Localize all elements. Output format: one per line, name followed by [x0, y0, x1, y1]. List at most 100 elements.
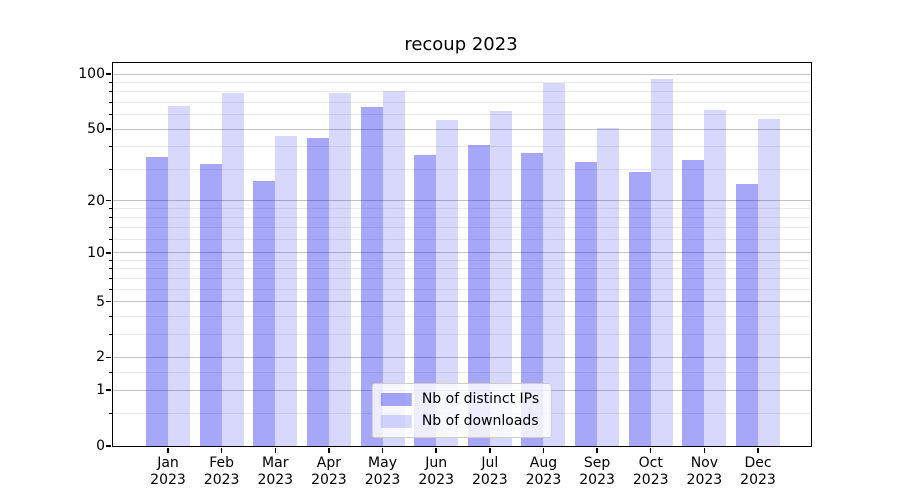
x-tick [274, 447, 277, 453]
bar-nb-of-downloads-sep [597, 127, 620, 446]
y-tick-label: 1 [96, 382, 105, 399]
x-tick [703, 447, 706, 453]
y-minor-tick [108, 227, 112, 229]
x-tick-year: 2023 [203, 472, 240, 488]
bar-nb-of-downloads-jun [436, 120, 459, 446]
x-tick-month: Jun [425, 455, 448, 471]
y-tick [106, 73, 111, 75]
bar-nb-of-downloads-aug [543, 83, 566, 446]
y-tick [106, 445, 111, 447]
x-tick-label: Jan 2023 [136, 455, 200, 489]
x-tick-year: 2023 [311, 472, 347, 488]
y-minor-tick [108, 168, 112, 170]
x-tick-year: 2023 [686, 472, 723, 488]
bar-nb-of-downloads-dec [757, 118, 780, 446]
minor-gridline [113, 238, 811, 240]
y-tick [106, 252, 111, 254]
y-minor-tick [108, 288, 112, 290]
legend-item-downloads: Nb of downloads [380, 413, 539, 430]
x-tick [220, 447, 223, 453]
x-tick-label: Aug 2023 [511, 455, 575, 489]
bar-nb-of-distinct-ips-feb [199, 164, 222, 446]
major-gridline [113, 252, 811, 254]
y-tick-label: 100 [78, 66, 105, 83]
y-tick [106, 389, 111, 391]
x-tick-label: Jul 2023 [458, 455, 522, 489]
x-tick [328, 447, 330, 453]
y-minor-tick [108, 102, 112, 104]
bar-nb-of-downloads-mar [275, 135, 298, 446]
bar-nb-of-downloads-jul [489, 110, 512, 446]
minor-gridline [113, 227, 811, 229]
bar-nb-of-distinct-ips-apr [306, 137, 329, 446]
y-minor-tick [108, 277, 112, 279]
legend-item-distinct-ips: Nb of distinct IPs [380, 391, 539, 408]
x-tick-label: Sep 2023 [565, 455, 629, 489]
legend-swatch-distinct-ips [380, 393, 412, 406]
y-minor-tick [108, 91, 112, 93]
major-gridline [113, 128, 811, 130]
minor-gridline [113, 102, 811, 104]
y-minor-tick [108, 371, 112, 373]
x-tick-month: Apr [316, 455, 342, 471]
y-minor-tick [108, 208, 112, 210]
minor-gridline [113, 277, 811, 279]
major-gridline [113, 200, 811, 202]
bar-nb-of-distinct-ips-oct [628, 172, 651, 446]
y-tick-label: 10 [87, 244, 105, 261]
bar-nb-of-distinct-ips-may [360, 107, 383, 446]
y-tick-label: 0 [96, 438, 105, 454]
minor-gridline [113, 146, 811, 148]
chart-title: recoup 2023 [404, 34, 518, 55]
legend-swatch-downloads [380, 415, 412, 428]
x-tick-year: 2023 [257, 472, 294, 488]
x-tick [542, 447, 545, 453]
y-tick [106, 199, 111, 202]
y-minor-tick [108, 259, 112, 261]
bar-nb-of-distinct-ips-dec [735, 183, 758, 446]
y-tick [106, 128, 111, 130]
y-minor-tick [108, 82, 112, 84]
x-tick-month: Oct [638, 455, 663, 471]
x-tick-year: 2023 [525, 472, 562, 488]
x-tick-label: Oct 2023 [619, 455, 683, 489]
x-tick-month: Feb [209, 455, 235, 471]
legend: Nb of distinct IPs Nb of downloads [371, 383, 553, 438]
minor-gridline [113, 371, 811, 373]
y-tick [106, 300, 111, 303]
bar-nb-of-downloads-jan [168, 106, 190, 446]
bar-nb-of-distinct-ips-nov [682, 159, 705, 446]
minor-gridline [113, 217, 811, 219]
bar-nb-of-downloads-may [382, 90, 405, 446]
y-tick-label: 2 [96, 349, 105, 366]
x-tick-month: Sep [583, 455, 611, 471]
bar-nb-of-downloads-oct [650, 79, 673, 446]
x-tick-month: Jul [481, 455, 499, 471]
bar-nb-of-distinct-ips-aug [521, 152, 544, 446]
y-minor-tick [108, 238, 112, 240]
x-tick-year: 2023 [150, 472, 186, 488]
bar-nb-of-distinct-ips-jan [146, 157, 168, 446]
x-tick [596, 447, 598, 453]
y-tick-label: 5 [96, 293, 105, 310]
major-gridline [113, 356, 811, 358]
major-gridline [113, 73, 811, 75]
y-minor-tick [108, 146, 112, 148]
x-tick-label: Feb 2023 [190, 455, 254, 489]
minor-gridline [113, 288, 811, 290]
x-tick-month: Aug [529, 455, 558, 471]
x-tick-month: Mar [262, 455, 289, 471]
minor-gridline [113, 168, 811, 170]
bar-nb-of-downloads-apr [328, 92, 351, 446]
minor-gridline [113, 268, 811, 270]
minor-gridline [113, 114, 811, 116]
x-tick-label: Nov 2023 [672, 455, 736, 489]
minor-gridline [113, 208, 811, 210]
x-tick [757, 447, 759, 453]
x-tick-label: Mar 2023 [243, 455, 307, 489]
x-tick-month: Nov [690, 455, 719, 471]
x-tick-month: May [368, 455, 397, 471]
minor-gridline [113, 315, 811, 317]
bar-nb-of-distinct-ips-jul [467, 144, 490, 446]
x-tick-label: May 2023 [351, 455, 415, 489]
